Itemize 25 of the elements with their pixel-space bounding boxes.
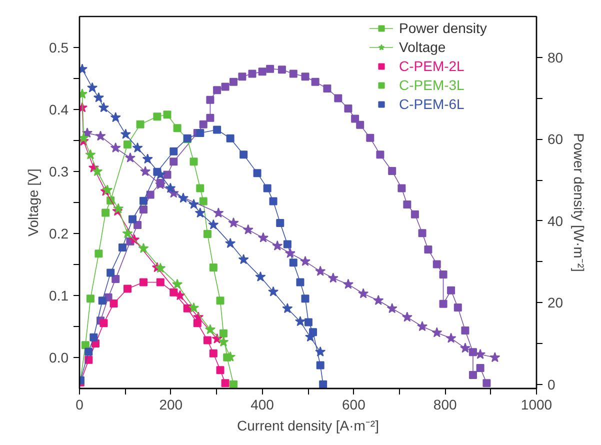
annotation: Voltage [399, 39, 446, 55]
x-tick-label: 600 [342, 396, 366, 412]
x-tick-label: 1000 [520, 396, 552, 412]
y-tick-label: 0.3 [49, 164, 69, 180]
x-tick-label: 400 [250, 396, 274, 412]
annotation: Power density [399, 20, 487, 36]
y-tick-label: 0.2 [49, 226, 69, 242]
y2-tick-label: 60 [548, 131, 564, 148]
y2-tick-label: 40 [548, 212, 564, 229]
y-tick-label: 0.4 [49, 102, 69, 118]
legend-label: C-PEM-2L [399, 58, 464, 74]
y-tick-label: 0.5 [49, 40, 69, 56]
y2-tick-label: 0 [548, 376, 556, 392]
x-tick-label: 200 [159, 396, 183, 412]
x-axis-title: Current density [A·m⁻²] [237, 418, 379, 434]
y-axis-title: Voltage [V] [25, 168, 42, 236]
y2-tick-label: 20 [548, 294, 564, 311]
legend-label: C-PEM-3L [399, 77, 464, 93]
y-tick-label: 0.1 [49, 288, 69, 304]
x-tick-label: 0 [76, 396, 84, 412]
x-tick-label: 800 [433, 396, 457, 412]
legend-label: C-PEM-6L [399, 96, 464, 112]
y2-axis-title: Power density [W·m⁻²] [571, 133, 588, 272]
y2-tick-label: 80 [548, 49, 564, 66]
y-tick-label: 0.0 [49, 350, 69, 366]
